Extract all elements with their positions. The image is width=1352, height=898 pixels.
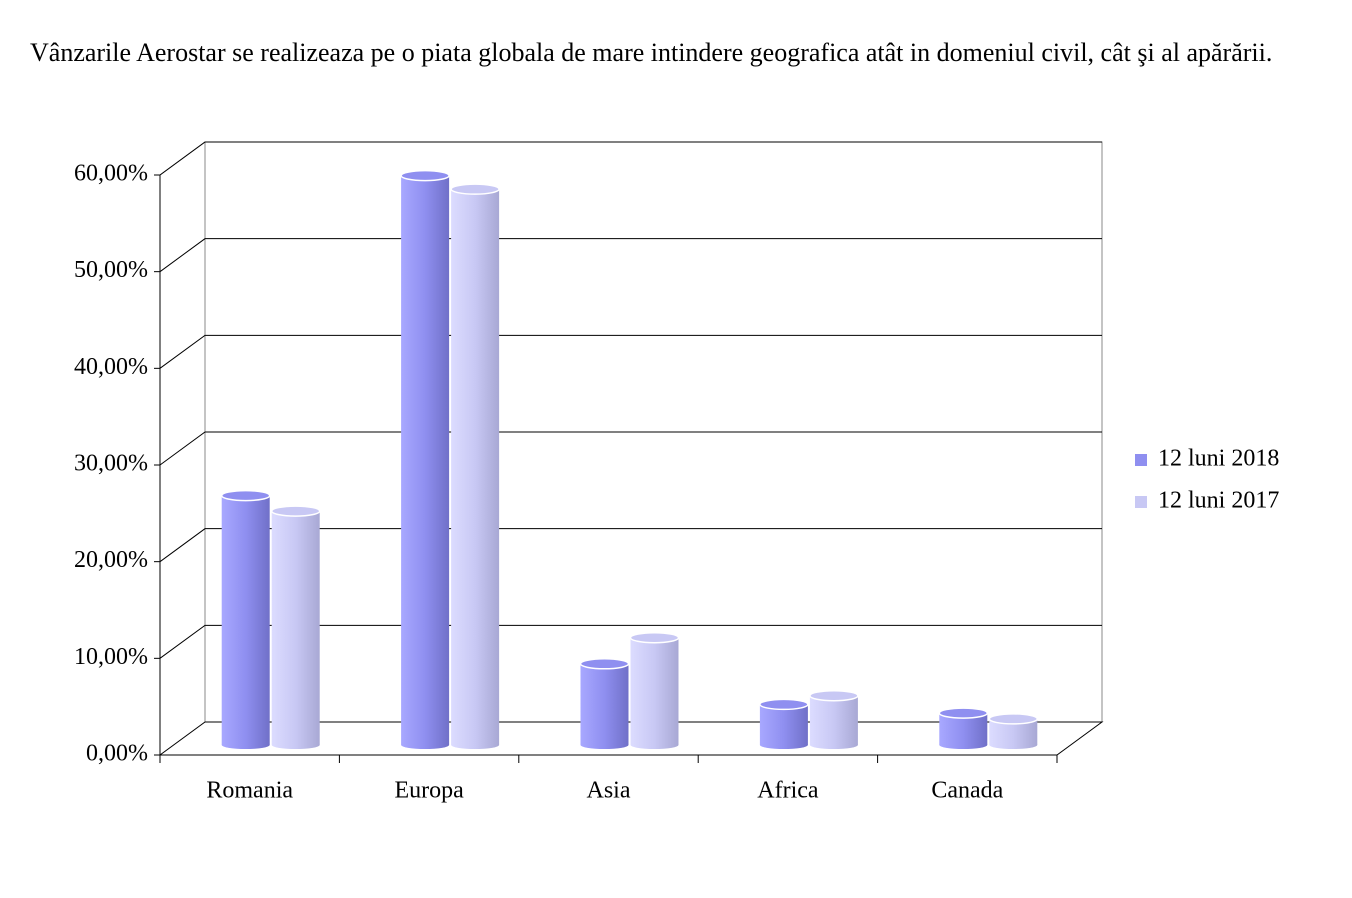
bar: [629, 631, 680, 749]
x-tick-label: Asia: [587, 778, 631, 804]
bar-body: [809, 695, 858, 745]
y-tick-label: 0,00%: [86, 741, 148, 767]
legend-label: 12 luni 2018: [1158, 446, 1279, 472]
bar-base: [221, 741, 270, 749]
bar-body: [451, 189, 500, 745]
bar-base: [939, 741, 988, 749]
bar-top: [988, 713, 1039, 725]
y-tick-label: 30,00%: [74, 451, 148, 477]
x-tick-label: Africa: [757, 778, 819, 804]
bar-body: [759, 704, 808, 745]
legend-label: 12 luni 2017: [1158, 488, 1279, 514]
bar-body: [630, 637, 679, 745]
bar-top: [938, 707, 989, 719]
bar-top: [579, 658, 630, 670]
legend-swatch: [1135, 454, 1147, 466]
bar-base: [809, 741, 858, 749]
bar-body: [271, 511, 320, 745]
bar: [938, 707, 989, 749]
bar-base: [271, 741, 320, 749]
bar: [220, 489, 271, 749]
grid-line: [159, 624, 1102, 659]
intro-text: Vânzarile Aerostar se realizeaza pe o pi…: [30, 38, 1273, 67]
grid-line: [159, 334, 1102, 369]
x-tick-label: Canada: [931, 778, 1003, 804]
bar-top: [629, 631, 680, 644]
x-tick-label: Romania: [206, 778, 293, 804]
y-tick-label: 40,00%: [74, 354, 148, 380]
y-tick-label: 50,00%: [74, 257, 148, 283]
grid-line: [159, 431, 1102, 466]
bar-top: [270, 505, 321, 517]
bar: [450, 183, 500, 749]
y-tick-label: 10,00%: [74, 644, 148, 670]
grid-line: [159, 528, 1102, 563]
bar: [579, 658, 630, 749]
bar-top: [400, 169, 450, 182]
bar-top: [759, 698, 809, 711]
floor: [158, 721, 1104, 756]
bar-body: [580, 663, 629, 745]
bar: [809, 689, 859, 749]
bar: [759, 698, 809, 749]
grid-line: [159, 238, 1102, 273]
y-tick-label: 20,00%: [74, 547, 148, 573]
bar-base: [451, 741, 500, 749]
bar-base: [989, 741, 1038, 749]
grid-line: [159, 141, 1102, 176]
legend-swatch: [1135, 496, 1147, 508]
x-tick-label: Europa: [394, 778, 464, 804]
bar-top: [450, 183, 500, 195]
bar-base: [630, 741, 679, 749]
bar-body: [221, 495, 270, 745]
bar-body: [401, 175, 450, 746]
bar-base: [401, 741, 450, 749]
bar-base: [759, 741, 808, 749]
bar: [400, 169, 450, 749]
y-tick-label: 60,00%: [74, 161, 148, 187]
bar-base: [580, 741, 629, 749]
bar-top: [809, 689, 859, 702]
bar-top: [220, 489, 271, 502]
bar: [988, 713, 1039, 749]
bar: [270, 505, 321, 749]
